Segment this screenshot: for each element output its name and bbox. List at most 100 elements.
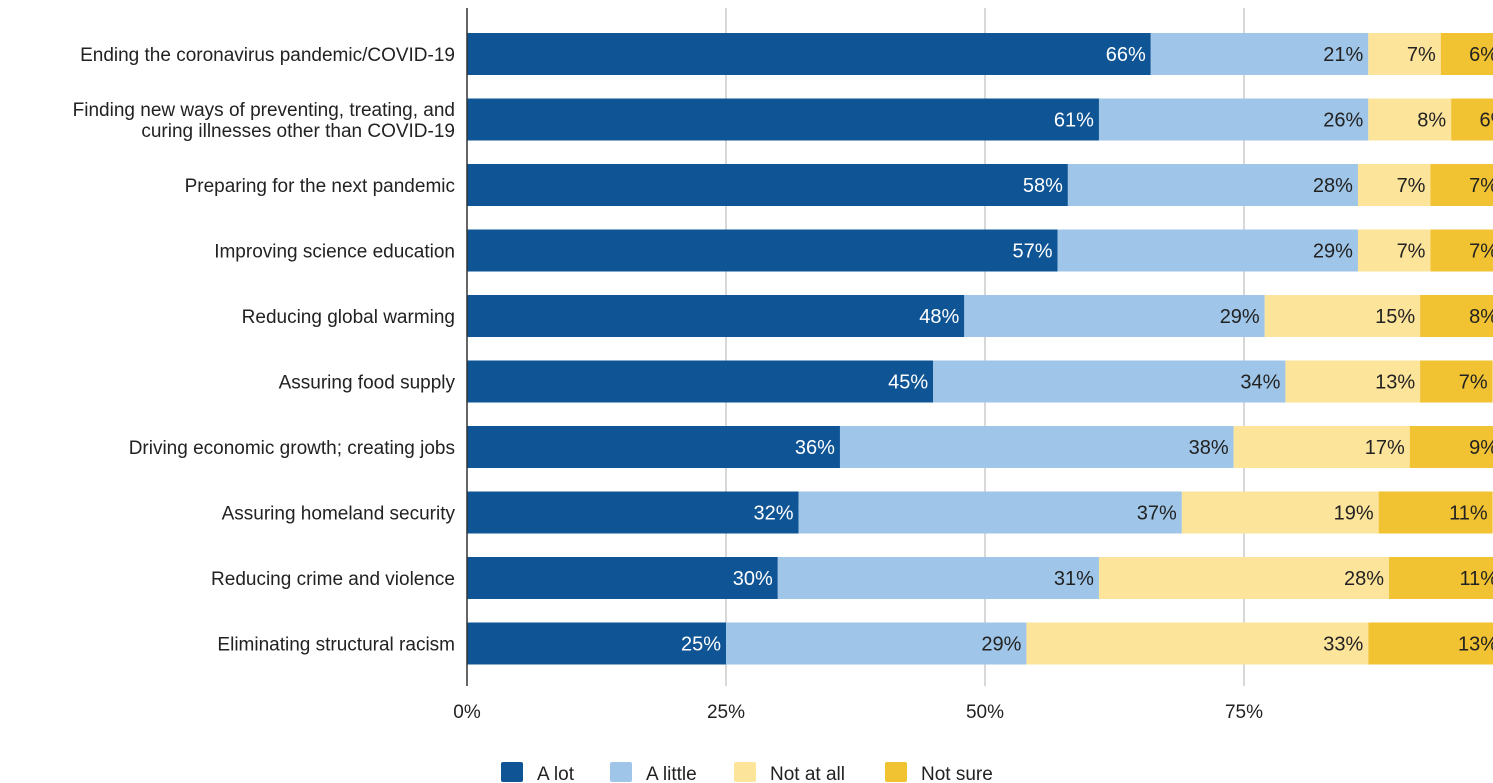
bar-a-little bbox=[933, 360, 1286, 403]
bar-not-sure bbox=[1409, 426, 1493, 468]
legend-swatch bbox=[885, 762, 907, 782]
bar-a-little bbox=[726, 622, 1027, 665]
bar-a-little bbox=[1098, 98, 1369, 141]
bar-row-3: 58% 28% 7% 7% bbox=[467, 164, 1493, 206]
data-label-not-sure: 6% bbox=[1469, 44, 1493, 66]
axes: 0% 25% 50% 75% bbox=[453, 8, 1263, 723]
data-label-not-sure: 7% bbox=[1469, 241, 1493, 263]
data-label-not-at-all: 15% bbox=[1375, 306, 1415, 328]
data-label-not-sure: 7% bbox=[1469, 175, 1493, 197]
data-label-a-lot: 25% bbox=[681, 634, 721, 656]
data-label-a-little: 29% bbox=[1220, 306, 1260, 328]
data-label-not-at-all: 19% bbox=[1334, 503, 1374, 525]
data-label-a-little: 29% bbox=[981, 634, 1021, 656]
legend-item-a-lot: A lot bbox=[501, 762, 575, 783]
category-label: Assuring food supply bbox=[279, 373, 456, 394]
bar-row-6: 45% 34% 13% 7% bbox=[467, 360, 1493, 403]
x-tick-label: 50% bbox=[966, 702, 1004, 723]
bar-not-at-all bbox=[1264, 295, 1421, 337]
bar-not-sure bbox=[1368, 622, 1493, 665]
legend-label: A little bbox=[646, 764, 697, 783]
category-label: Finding new ways of preventing, treating… bbox=[73, 100, 455, 142]
data-label-not-at-all: 7% bbox=[1397, 241, 1426, 263]
data-label-a-little: 34% bbox=[1240, 372, 1280, 394]
bar-not-sure bbox=[1451, 98, 1493, 141]
category-label: Reducing crime and violence bbox=[211, 569, 455, 590]
bar-a-lot bbox=[467, 622, 726, 665]
category-label: Ending the coronavirus pandemic/COVID-19 bbox=[80, 45, 455, 66]
data-label-not-at-all: 8% bbox=[1417, 110, 1446, 132]
data-label-not-at-all: 7% bbox=[1407, 44, 1436, 66]
bar-a-lot bbox=[467, 557, 778, 599]
bar-a-lot bbox=[467, 491, 799, 534]
bar-row-7: 36% 38% 17% 9% bbox=[467, 426, 1493, 468]
x-tick-label: 75% bbox=[1225, 702, 1263, 723]
data-label-not-sure: 11% bbox=[1459, 568, 1493, 590]
bar-row-4: 57% 29% 7% 7% bbox=[467, 229, 1493, 272]
bar-not-at-all bbox=[1357, 229, 1431, 272]
bar-a-lot bbox=[467, 295, 965, 337]
category-label: Improving science education bbox=[214, 242, 455, 263]
bar-a-little bbox=[1057, 229, 1358, 272]
category-label: Preparing for the next pandemic bbox=[185, 176, 455, 197]
data-label-not-sure: 13% bbox=[1458, 634, 1493, 656]
data-label-not-sure: 8% bbox=[1469, 306, 1493, 328]
data-label-not-at-all: 7% bbox=[1397, 175, 1426, 197]
bar-not-at-all bbox=[1098, 557, 1390, 599]
data-label-a-little: 28% bbox=[1313, 175, 1353, 197]
bar-not-sure bbox=[1378, 491, 1493, 534]
data-label-not-at-all: 33% bbox=[1323, 634, 1363, 656]
bar-not-sure bbox=[1420, 360, 1493, 403]
bar-row-1: 66% 21% 7% 6% bbox=[467, 33, 1493, 75]
bar-not-at-all bbox=[1026, 622, 1369, 665]
data-label-a-little: 37% bbox=[1137, 503, 1177, 525]
data-label-a-little: 21% bbox=[1323, 44, 1363, 66]
bar-row-8: 32% 37% 19% 11% bbox=[467, 491, 1493, 534]
category-labels: Ending the coronavirus pandemic/COVID-19… bbox=[73, 45, 456, 656]
bar-not-sure bbox=[1430, 164, 1493, 206]
bar-row-2: 61% 26% 8% 6% bbox=[467, 98, 1493, 141]
bar-a-lot bbox=[467, 164, 1068, 206]
bar-a-little bbox=[964, 295, 1265, 337]
legend-swatch bbox=[610, 762, 632, 782]
data-label-a-lot: 48% bbox=[919, 306, 959, 328]
bar-a-little bbox=[777, 557, 1099, 599]
category-label: Driving economic growth; creating jobs bbox=[129, 438, 455, 459]
bar-not-at-all bbox=[1285, 360, 1421, 403]
bar-not-sure bbox=[1420, 295, 1493, 337]
data-label-a-lot: 58% bbox=[1023, 175, 1063, 197]
data-label-a-lot: 32% bbox=[753, 503, 793, 525]
bar-a-little bbox=[839, 426, 1234, 468]
x-tick-label: 0% bbox=[453, 702, 481, 723]
bar-not-sure bbox=[1430, 229, 1493, 272]
data-label-a-little: 38% bbox=[1189, 437, 1229, 459]
legend: A lot A little Not at all Not sure bbox=[501, 762, 993, 783]
bar-a-little bbox=[1067, 164, 1358, 206]
data-label-a-little: 31% bbox=[1054, 568, 1094, 590]
bar-a-little bbox=[798, 491, 1182, 534]
category-label: Reducing global warming bbox=[242, 307, 455, 328]
data-label-a-lot: 61% bbox=[1054, 110, 1094, 132]
data-label-a-lot: 36% bbox=[795, 437, 835, 459]
bar-a-lot bbox=[467, 33, 1151, 75]
bar-a-lot bbox=[467, 98, 1099, 141]
category-label: Eliminating structural racism bbox=[217, 635, 455, 656]
legend-item-a-little: A little bbox=[610, 762, 697, 783]
data-label-not-at-all: 28% bbox=[1344, 568, 1384, 590]
bar-not-at-all bbox=[1368, 98, 1452, 141]
data-label-a-lot: 57% bbox=[1012, 241, 1052, 263]
bar-a-lot bbox=[467, 360, 934, 403]
category-label: Assuring homeland security bbox=[222, 504, 456, 525]
bar-not-at-all bbox=[1368, 33, 1441, 75]
data-label-not-sure: 11% bbox=[1449, 503, 1488, 525]
bar-a-lot bbox=[467, 229, 1058, 272]
legend-label: A lot bbox=[537, 764, 575, 783]
data-label-not-at-all: 17% bbox=[1365, 437, 1405, 459]
bar-a-little bbox=[1150, 33, 1369, 75]
data-label-not-sure: 7% bbox=[1459, 372, 1488, 394]
x-tick-label: 25% bbox=[707, 702, 745, 723]
legend-label: Not at all bbox=[770, 764, 845, 783]
data-label-a-little: 26% bbox=[1323, 110, 1363, 132]
data-label-a-lot: 45% bbox=[888, 372, 928, 394]
